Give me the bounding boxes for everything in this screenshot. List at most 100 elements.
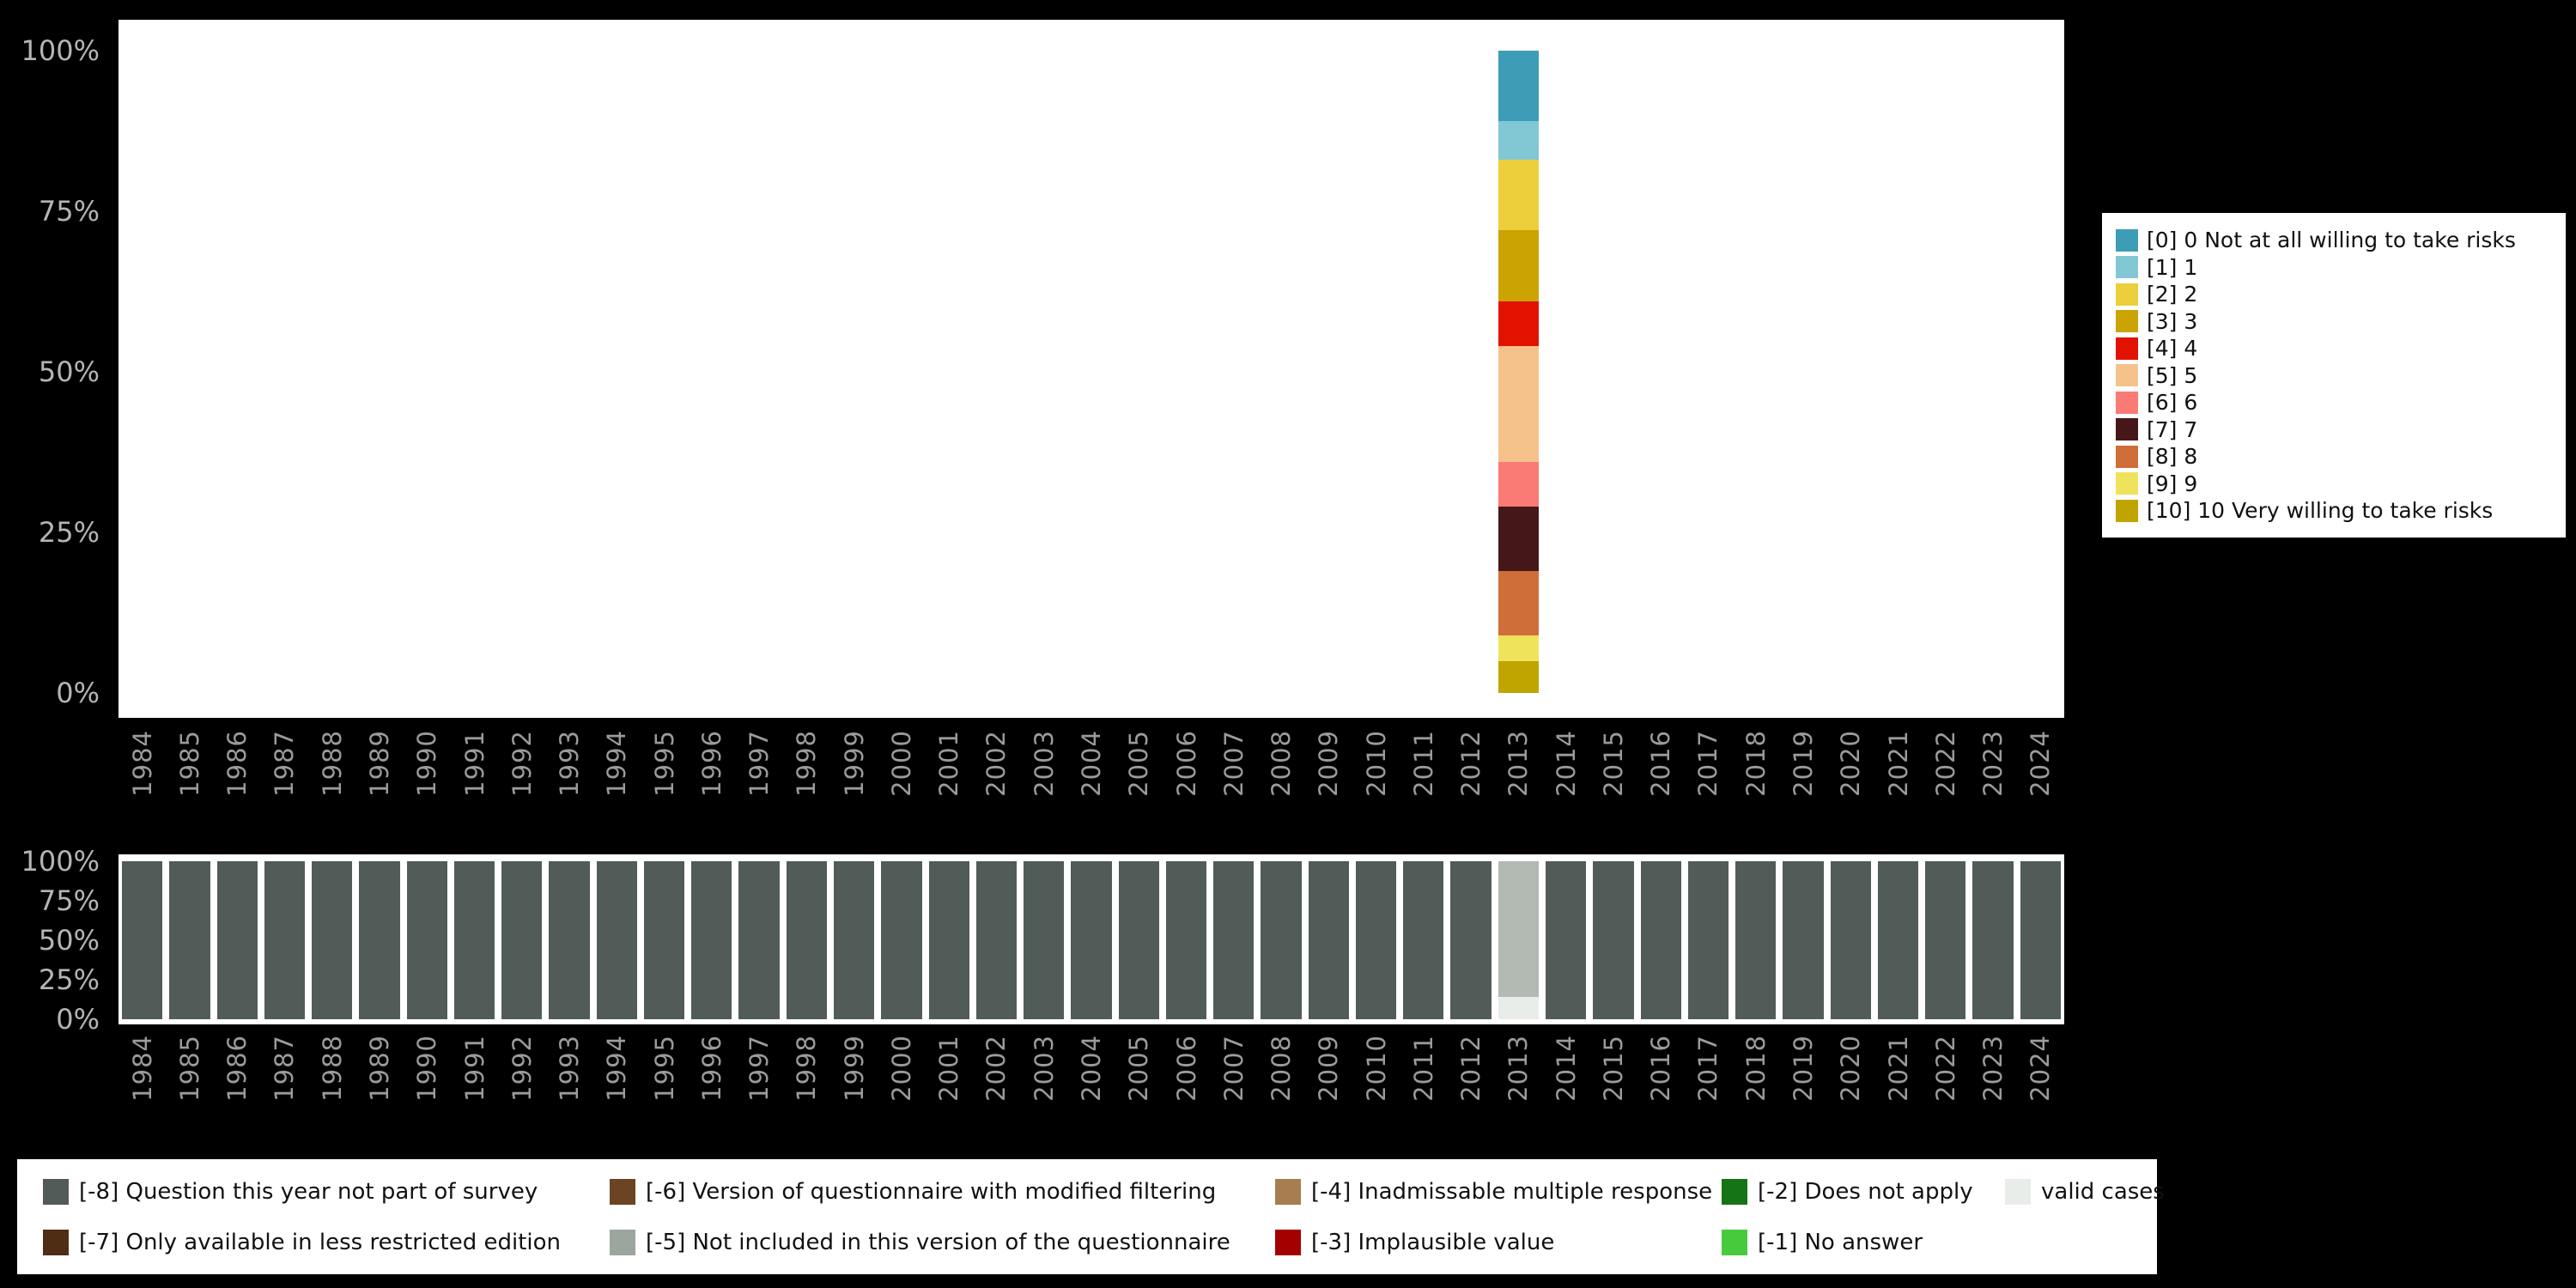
bar-slot-2022: [1922, 51, 1969, 693]
bar-slot-1993: [545, 861, 592, 1019]
legend-label: [0] 0 Not at all willing to take risks: [2147, 228, 2516, 253]
main-chart-plot: [118, 20, 2064, 718]
segment-8-question-this-year-not-part-of-survey: [406, 861, 447, 1019]
segment-8-question-this-year-not-part-of-survey: [881, 861, 922, 1019]
x-tick-1991: 1991: [459, 1035, 489, 1102]
stacked-bar-2014: [1545, 861, 1587, 1019]
legend-swatch-3-3: [2116, 310, 2138, 333]
bar-slot-2019: [1779, 51, 1826, 693]
missing-values-legend: [-8] Question this year not part of surv…: [17, 1159, 2165, 1274]
stacked-bar-1996: [691, 861, 732, 1019]
stacked-bar-2022: [1925, 51, 1965, 693]
bar-slot-2011: [1400, 861, 1447, 1019]
bar-slot-1996: [688, 861, 735, 1019]
main-chart-y-axis: 100% 75% 50% 25% 0%: [0, 34, 110, 709]
x-tick-2019: 2019: [1789, 1035, 1819, 1102]
stacked-bar-2005: [1119, 51, 1159, 693]
stacked-bar-1985: [169, 51, 210, 693]
stacked-bar-1996: [691, 51, 732, 693]
stacked-bar-2014: [1546, 51, 1586, 693]
stacked-bar-1995: [643, 861, 685, 1019]
x-tick-1997: 1997: [744, 1035, 775, 1102]
bar-slot-2009: [1305, 51, 1352, 693]
segment-8-question-this-year-not-part-of-survey: [169, 861, 210, 1019]
bar-slot-1989: [355, 861, 403, 1019]
stacked-bar-2015: [1593, 51, 1633, 693]
x-tick-1991: 1991: [459, 730, 489, 797]
x-tick-1993: 1993: [555, 730, 585, 797]
x-tick-2000: 2000: [886, 730, 916, 797]
x-tick-2005: 2005: [1124, 730, 1154, 797]
segment-8-question-this-year-not-part-of-survey: [1071, 861, 1112, 1019]
stacked-bar-2007: [1213, 861, 1255, 1019]
stacked-bar-1987: [264, 51, 305, 693]
stacked-bar-2001: [928, 861, 969, 1019]
segment-5-5: [1498, 346, 1539, 462]
x-tick-2024: 2024: [2026, 730, 2056, 797]
bar-slot-2022: [1922, 861, 1969, 1019]
stacked-bar-2016: [1641, 51, 1681, 693]
stacked-bar-2018: [1735, 51, 1776, 693]
bar-slot-2004: [1067, 51, 1115, 693]
x-tick-1998: 1998: [792, 730, 822, 797]
stacked-bar-2010: [1355, 861, 1397, 1019]
stacked-bar-2006: [1165, 861, 1207, 1019]
bar-slot-2013: [1495, 861, 1542, 1019]
x-tick-2011: 2011: [1408, 730, 1438, 797]
stacked-bar-1986: [217, 51, 258, 693]
legend-item-6-6: [6] 6: [2116, 389, 2566, 416]
x-tick-2023: 2023: [1978, 1035, 2008, 1102]
x-tick-2001: 2001: [934, 1035, 964, 1102]
segment-2-2: [1498, 160, 1539, 231]
stacked-bar-2017: [1688, 51, 1728, 693]
legend-label: [-1] No answer: [1758, 1229, 1923, 1255]
segment-8-question-this-year-not-part-of-survey: [1450, 861, 1492, 1019]
x-tick-2014: 2014: [1551, 730, 1581, 797]
legend-swatch-1-1: [2116, 256, 2138, 279]
x-tick-2021: 2021: [1883, 1035, 1913, 1102]
bar-slot-2003: [1020, 861, 1067, 1019]
legend-swatch-1-no-answer: [1722, 1229, 1747, 1255]
x-tick-2006: 2006: [1171, 1035, 1201, 1102]
stacked-bar-1992: [501, 51, 542, 693]
bar-slot-2014: [1542, 51, 1589, 693]
bar-slot-2010: [1352, 861, 1400, 1019]
legend-label: [-6] Version of questionnaire with modif…: [646, 1178, 1217, 1205]
segment-8-question-this-year-not-part-of-survey: [1735, 861, 1777, 1019]
segment-7-7: [1498, 507, 1539, 571]
x-tick-1986: 1986: [222, 1035, 252, 1102]
legend-label: [-4] Inadmissable multiple response: [1311, 1178, 1713, 1205]
bar-slot-2015: [1589, 861, 1637, 1019]
legend-swatch-7-only-available-in-less-restricted-edition: [43, 1229, 69, 1255]
stacked-bar-1984: [122, 861, 163, 1019]
x-tick-2021: 2021: [1883, 730, 1913, 797]
legend-item-7-only-available-in-less-restricted-edition: [-7] Only available in less restricted e…: [43, 1229, 610, 1255]
stacked-bar-2019: [1783, 861, 1824, 1019]
x-tick-1990: 1990: [412, 730, 442, 797]
segment-8-question-this-year-not-part-of-survey: [1024, 861, 1065, 1019]
bar-slot-1996: [688, 51, 735, 693]
segment-8-question-this-year-not-part-of-survey: [122, 861, 163, 1019]
y-tick-50: 50%: [38, 355, 100, 388]
stacked-bar-1989: [359, 861, 400, 1019]
stacked-bar-2000: [881, 51, 921, 693]
bar-slot-2006: [1163, 51, 1210, 693]
bar-slot-2017: [1685, 861, 1732, 1019]
y-tick-25: 25%: [38, 516, 100, 549]
legend-swatch-4-inadmissable-multiple-response: [1275, 1178, 1301, 1205]
stacked-bar-2002: [975, 861, 1018, 1019]
legend-label: valid cases: [2041, 1178, 2165, 1205]
x-tick-2013: 2013: [1504, 730, 1534, 797]
legend-swatch-3-implausible-value: [1275, 1229, 1301, 1255]
y-tick-50: 50%: [38, 924, 100, 957]
stacked-bar-1984: [122, 51, 162, 693]
segment-8-question-this-year-not-part-of-survey: [1355, 861, 1397, 1019]
legend-label: [10] 10 Very willing to take risks: [2147, 498, 2494, 524]
bar-slot-2023: [1969, 861, 2016, 1019]
bar-slot-1988: [308, 861, 355, 1019]
legend-label: [-8] Question this year not part of surv…: [79, 1178, 538, 1205]
y-tick-100: 100%: [21, 845, 100, 878]
legend-label: [-2] Does not apply: [1758, 1178, 1973, 1205]
bar-slot-2001: [926, 861, 973, 1019]
x-tick-1995: 1995: [649, 1035, 679, 1102]
